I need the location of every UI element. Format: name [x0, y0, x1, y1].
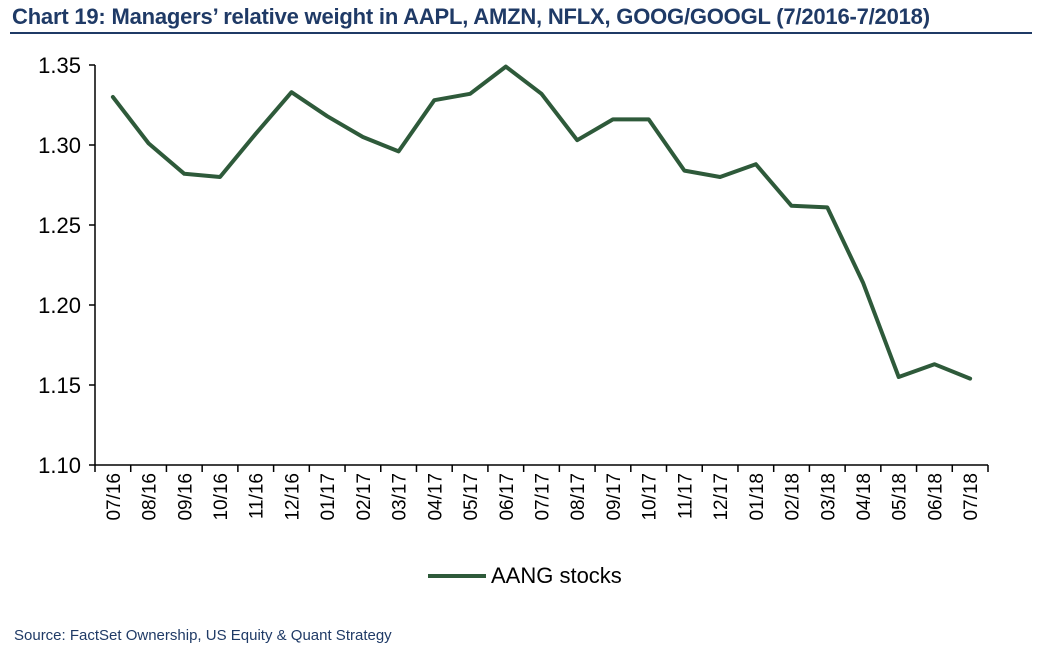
x-tick-label: 01/18: [747, 473, 768, 521]
y-axis-ticks: 1.10 1.15 1.20 1.25 1.30 1.35: [38, 53, 95, 478]
x-tick-label: 08/16: [140, 473, 161, 521]
title-underline: [10, 32, 1032, 34]
x-tick-label: 07/17: [533, 473, 554, 521]
x-tick-label: 06/17: [497, 473, 518, 521]
series-line: [110, 64, 973, 381]
x-tick-label: 03/17: [390, 473, 411, 521]
y-tick-label: 1.20: [38, 293, 81, 318]
x-tick-label: 09/17: [604, 473, 625, 521]
chart-title: Chart 19: Managers’ relative weight in A…: [12, 4, 930, 29]
x-tick-label: 07/16: [104, 473, 125, 521]
x-tick-label: 10/17: [640, 473, 661, 521]
x-tick-label: 02/17: [354, 473, 375, 521]
x-tick-label: 08/17: [568, 473, 589, 521]
x-tick-label: 11/17: [675, 473, 696, 519]
x-tick-label: 03/18: [818, 473, 839, 521]
series-group: [110, 64, 973, 381]
legend-label: AANG stocks: [491, 563, 622, 588]
y-tick-label: 1.35: [38, 53, 81, 78]
x-axis-ticks: 07/16 08/16 09/16 10/16 11/16 12/16 01/17 02/17…: [94, 465, 989, 521]
x-tick-label: 09/16: [175, 473, 196, 521]
y-tick-label: 1.10: [38, 453, 81, 478]
x-tick-label: 05/17: [461, 473, 482, 521]
x-tick-label: 06/18: [925, 473, 946, 521]
x-tick-label: 10/16: [211, 473, 232, 521]
x-tick-label: 05/18: [890, 473, 911, 521]
source-note: Source: FactSet Ownership, US Equity & Q…: [14, 627, 392, 644]
x-tick-label: 02/18: [783, 473, 804, 521]
x-tick-label: 07/18: [961, 473, 982, 521]
chart-axes: [94, 65, 988, 466]
y-tick-label: 1.25: [38, 213, 81, 238]
x-tick-label: 11/16: [247, 473, 268, 519]
x-tick-label: 04/17: [425, 473, 446, 521]
y-tick-label: 1.30: [38, 133, 81, 158]
x-tick-label: 04/18: [854, 473, 875, 521]
x-tick-label: 12/17: [711, 473, 732, 521]
x-tick-label: 01/17: [318, 473, 339, 521]
y-tick-label: 1.15: [38, 373, 81, 398]
x-tick-label: 12/16: [282, 473, 303, 521]
chart-legend: AANG stocks: [428, 563, 622, 588]
